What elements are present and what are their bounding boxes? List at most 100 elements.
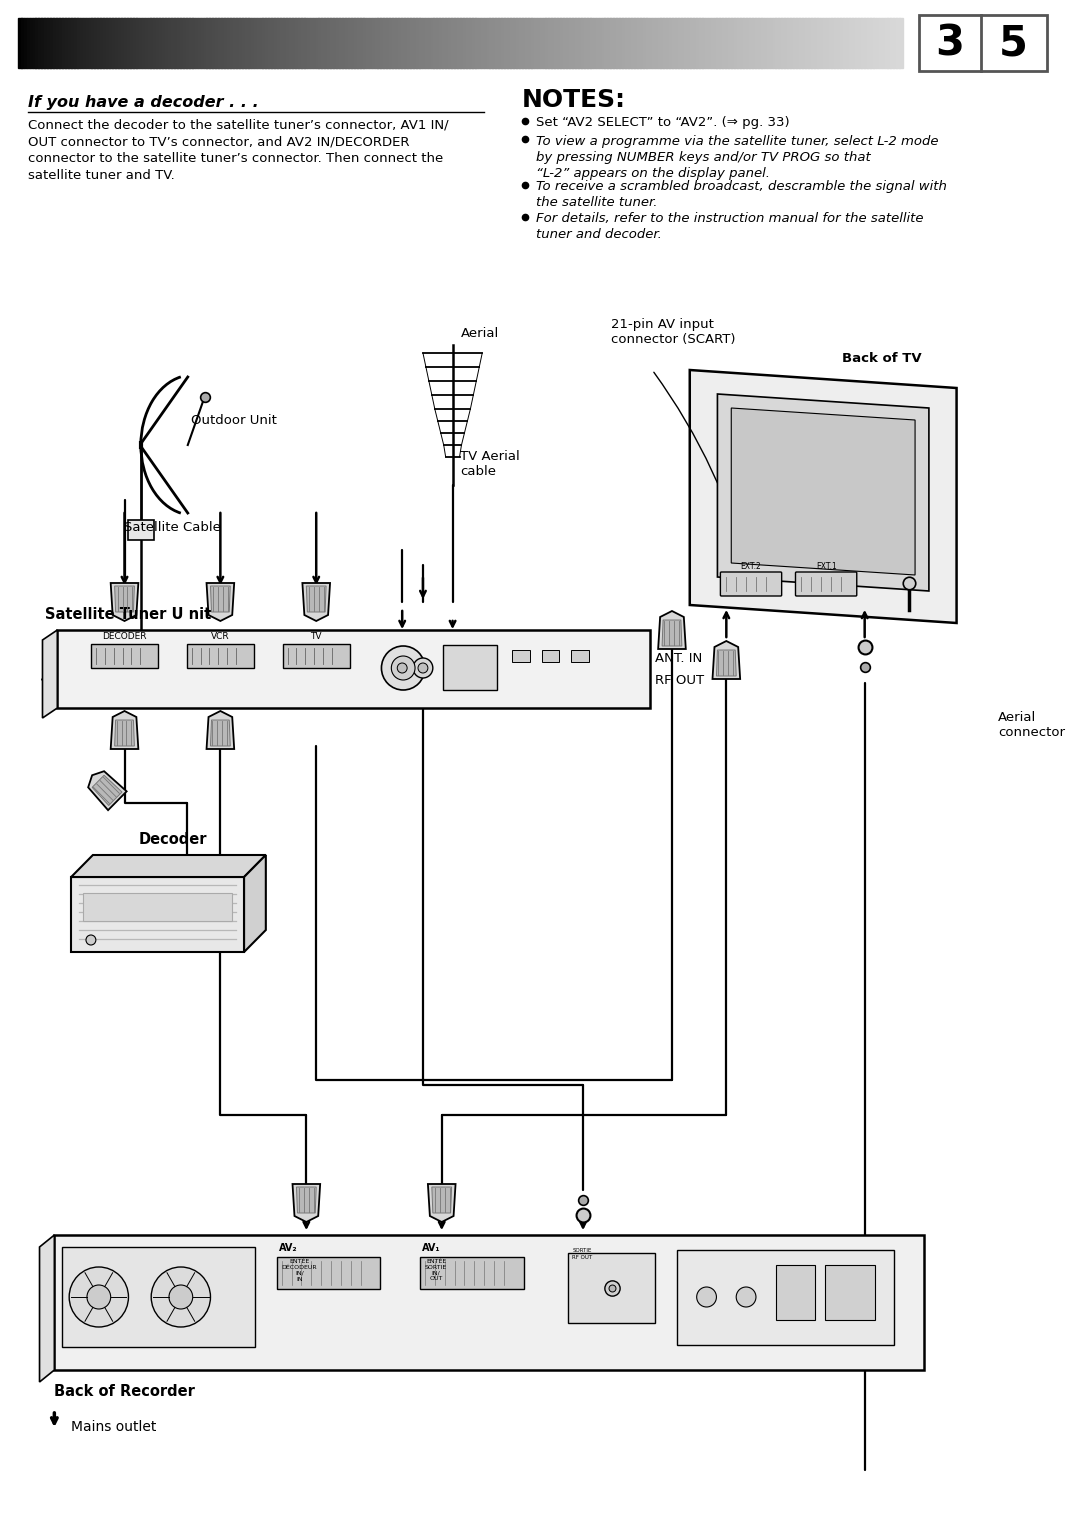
Bar — [387, 18, 390, 69]
Bar — [298, 18, 301, 69]
Bar — [230, 18, 233, 69]
Polygon shape — [432, 1187, 451, 1213]
Bar — [619, 18, 623, 69]
Bar — [395, 18, 399, 69]
Bar — [89, 18, 92, 69]
Circle shape — [168, 1285, 192, 1309]
Bar — [696, 18, 700, 69]
Bar — [861, 18, 865, 69]
Bar — [44, 18, 48, 69]
Bar — [581, 18, 584, 69]
Bar — [513, 18, 517, 69]
Bar — [900, 18, 903, 69]
Bar — [828, 18, 833, 69]
Bar — [268, 18, 272, 69]
Bar — [334, 18, 337, 69]
Bar — [83, 893, 232, 922]
Bar — [528, 18, 531, 69]
Polygon shape — [110, 583, 138, 621]
Bar — [189, 18, 192, 69]
Bar — [566, 18, 570, 69]
Bar — [124, 18, 127, 69]
Bar — [508, 18, 511, 69]
Bar — [881, 18, 886, 69]
Bar — [266, 18, 269, 69]
Polygon shape — [211, 586, 230, 612]
Bar — [666, 18, 670, 69]
Bar — [80, 18, 83, 69]
Bar — [274, 18, 278, 69]
Text: ENTÉE
DÉCODEUR
IN/
IN: ENTÉE DÉCODEUR IN/ IN — [282, 1259, 318, 1282]
Bar — [389, 18, 393, 69]
FancyBboxPatch shape — [91, 644, 158, 668]
Bar — [784, 18, 788, 69]
Circle shape — [69, 1267, 129, 1328]
Bar — [693, 18, 697, 69]
Bar — [457, 18, 461, 69]
Bar — [348, 18, 352, 69]
Bar — [227, 18, 231, 69]
Polygon shape — [662, 620, 681, 645]
Bar — [310, 18, 313, 69]
Bar — [251, 18, 255, 69]
Bar — [183, 18, 187, 69]
Bar — [746, 18, 750, 69]
Bar — [215, 18, 219, 69]
Bar — [743, 18, 746, 69]
Text: Satellite Cable: Satellite Cable — [123, 520, 220, 534]
Bar — [512, 650, 529, 662]
Bar — [723, 18, 726, 69]
Bar — [572, 18, 576, 69]
Bar — [339, 18, 342, 69]
Text: Aerial
connector: Aerial connector — [998, 711, 1065, 739]
Circle shape — [413, 658, 433, 678]
Bar — [876, 18, 879, 69]
Circle shape — [737, 1286, 756, 1306]
Bar — [194, 18, 199, 69]
Bar — [271, 18, 275, 69]
Bar — [71, 18, 75, 69]
Bar — [629, 18, 632, 69]
Bar — [448, 18, 451, 69]
Bar — [356, 18, 361, 69]
Bar — [443, 645, 497, 690]
Bar — [460, 18, 463, 69]
Text: VCR: VCR — [211, 632, 230, 641]
Bar — [537, 18, 540, 69]
Bar — [634, 18, 637, 69]
Bar — [77, 18, 81, 69]
Circle shape — [151, 1267, 211, 1328]
Bar — [413, 18, 417, 69]
Bar — [760, 18, 765, 69]
Bar — [97, 18, 102, 69]
Bar — [516, 18, 519, 69]
Bar — [360, 18, 364, 69]
Bar — [451, 18, 455, 69]
Polygon shape — [206, 583, 234, 621]
Bar — [492, 18, 496, 69]
Bar — [322, 18, 325, 69]
Bar — [772, 18, 777, 69]
Text: Satellite Tuner U nit: Satellite Tuner U nit — [45, 607, 212, 623]
Bar — [48, 18, 51, 69]
Bar — [24, 18, 27, 69]
Bar — [312, 18, 316, 69]
Bar — [225, 18, 228, 69]
Bar — [888, 18, 891, 69]
Bar — [431, 18, 434, 69]
Bar — [684, 18, 688, 69]
Text: NOTES:: NOTES: — [522, 89, 625, 111]
Text: SORTIE: SORTIE — [572, 1248, 592, 1253]
Bar — [498, 18, 502, 69]
Bar — [138, 18, 143, 69]
Bar — [873, 18, 877, 69]
Circle shape — [87, 1285, 110, 1309]
Bar — [404, 18, 408, 69]
Bar — [787, 18, 791, 69]
Bar — [278, 18, 281, 69]
Bar — [879, 18, 882, 69]
Bar — [864, 18, 867, 69]
Bar — [522, 18, 526, 69]
Text: 5: 5 — [999, 21, 1027, 64]
Bar — [233, 18, 237, 69]
